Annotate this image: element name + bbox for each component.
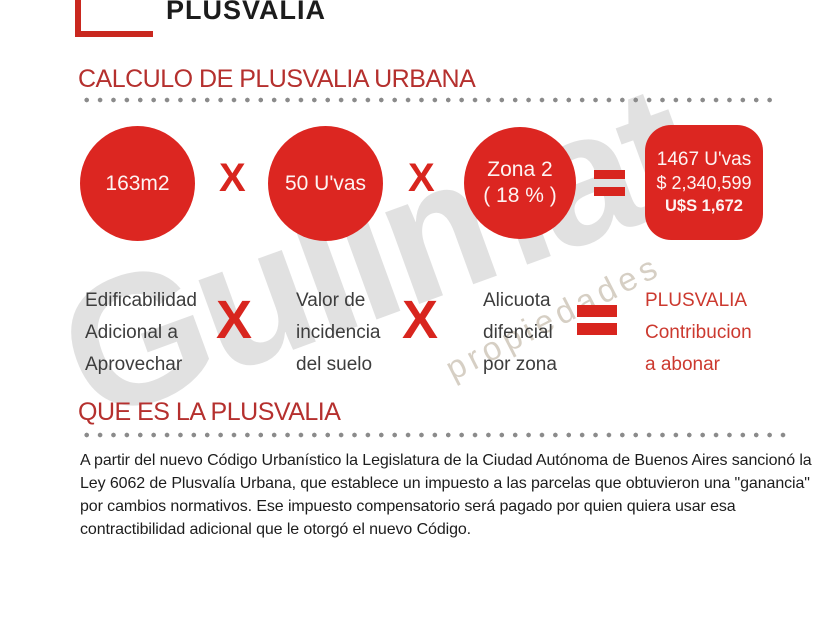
result-uvas: 1467 U'vas — [656, 149, 752, 170]
paragraph-line: Ley 6062 de Plusvalía Urbana, que establ… — [80, 475, 810, 492]
equals-bar — [594, 187, 625, 196]
equals-bar — [577, 305, 617, 317]
legend-line: a abonar — [645, 354, 721, 375]
legend-line: Valor de — [296, 290, 366, 311]
equals-icon — [594, 170, 625, 196]
formula-result-box: 1467 U'vas $ 2,340,599 U$S 1,672 — [645, 125, 763, 240]
paragraph-line: contractibilidad adicional que le otorgó… — [80, 521, 472, 538]
legend-line: Aprovechar — [85, 354, 183, 375]
multiply-operator-icon: X — [219, 156, 246, 200]
operand-2-value: 50 U'vas — [284, 171, 367, 195]
dotted-divider — [80, 431, 786, 439]
operand-3-line2: ( 18 % ) — [483, 184, 557, 207]
logo-mark-icon — [75, 0, 81, 37]
formula-operand-circle-2: 50 U'vas — [268, 126, 383, 241]
legend-line: Edificabilidad — [85, 290, 197, 311]
legend-line: Alicuota — [483, 290, 551, 311]
legend-valor-incidencia: Valor de incidencia del suelo — [296, 285, 381, 381]
operand-3-line1: Zona 2 — [487, 158, 553, 181]
legend-line: incidencia — [296, 322, 381, 343]
brand-name: PLUSVALIA — [166, 0, 327, 25]
logo-mark-icon — [75, 31, 153, 37]
legend-edificabilidad: Edificabilidad Adicional a Aprovechar — [85, 285, 197, 381]
legend-line: del suelo — [296, 354, 373, 375]
result-pesos: $ 2,340,599 — [656, 173, 752, 193]
result-dollars: U$S 1,672 — [665, 197, 743, 215]
legend-line: difencial — [483, 322, 553, 343]
equals-bar — [577, 323, 617, 335]
paragraph-line: por cambios normativos. Ese impuesto com… — [80, 498, 736, 515]
legend-line: por zona — [483, 354, 557, 375]
formula-operand-circle-3: Zona 2 ( 18 % ) — [464, 127, 576, 239]
section-title-que-es: QUE ES LA PLUSVALIA — [78, 398, 341, 426]
multiply-operator-icon: X — [216, 290, 253, 350]
dotted-divider — [80, 96, 773, 104]
multiply-operator-icon: X — [408, 156, 435, 200]
legend-line: Contribucion — [645, 322, 752, 343]
legend-line: Adicional a — [85, 322, 178, 343]
section-title-calculo: CALCULO DE PLUSVALIA URBANA — [78, 65, 476, 93]
multiply-operator-icon: X — [402, 290, 439, 350]
legend-plusvalia-result: PLUSVALIA Contribucion a abonar — [645, 285, 752, 381]
legend-alicuota: Alicuota difencial por zona — [483, 285, 557, 381]
legend-line: PLUSVALIA — [645, 290, 748, 311]
equals-icon — [577, 305, 617, 335]
paragraph-line: A partir del nuevo Código Urbanístico la… — [80, 452, 812, 469]
equals-bar — [594, 170, 625, 179]
description-paragraph: A partir del nuevo Código Urbanístico la… — [80, 449, 812, 541]
operand-1-value: 163m2 — [105, 171, 170, 195]
formula-operand-circle-1: 163m2 — [80, 126, 195, 241]
